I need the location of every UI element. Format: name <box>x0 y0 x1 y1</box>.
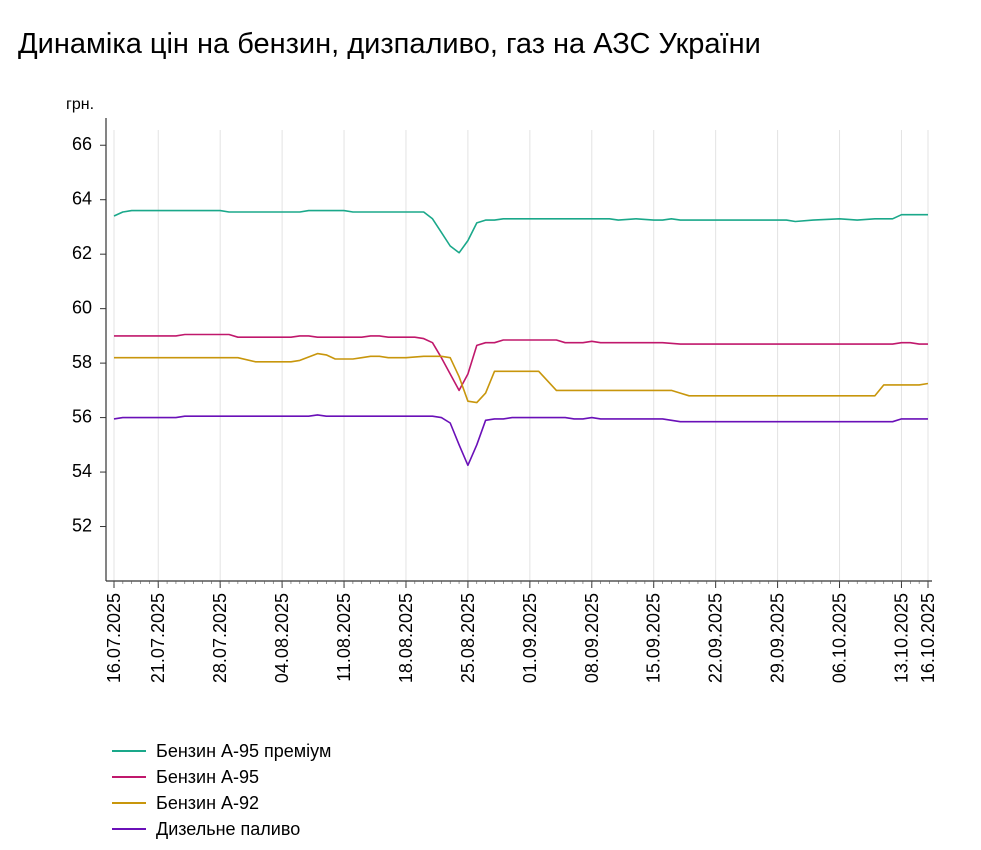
x-tick-label: 28.07.2025 <box>210 593 230 683</box>
x-tick-label: 18.08.2025 <box>396 593 416 683</box>
y-tick-label: 64 <box>72 188 92 208</box>
y-tick-label: 52 <box>72 515 92 535</box>
x-tick-label: 01.09.2025 <box>520 593 540 683</box>
y-tick-label: 54 <box>72 461 92 481</box>
x-axis: 16.07.2025 21.07.2025 28.07.2025 04.08.2025… <box>104 580 938 683</box>
vertical-grid-lines <box>113 130 929 581</box>
legend-label: Бензин А-95 преміум <box>156 740 332 761</box>
x-tick-label: 25.08.2025 <box>458 593 478 683</box>
legend-swatch <box>112 750 146 752</box>
series-line <box>114 333 928 392</box>
x-tick-label: 04.08.2025 <box>272 593 292 683</box>
chart-title: Динаміка цін на бензин, дизпаливо, газ н… <box>18 28 761 60</box>
y-tick-label: 62 <box>72 243 92 263</box>
legend-swatch <box>112 828 146 830</box>
x-tick-label: 29.09.2025 <box>768 593 788 683</box>
legend-item[interactable]: Дизельне паливо <box>112 816 331 842</box>
series-line <box>113 414 928 467</box>
series-lines <box>113 209 929 467</box>
x-tick-label: 11.08.2025 <box>334 593 354 682</box>
x-tick-label: 16.10.2025 <box>918 593 938 683</box>
x-tick-label: 22.09.2025 <box>706 593 726 683</box>
x-tick-label: 16.07.2025 <box>104 593 124 683</box>
y-tick-label: 66 <box>72 134 92 154</box>
legend-label: Бензин А-92 <box>156 792 260 813</box>
legend-swatch <box>112 776 146 778</box>
legend-label: Бензин А-95 <box>156 766 260 787</box>
x-tick-label: 15.09.2025 <box>644 593 664 683</box>
x-tick-label: 06.10.2025 <box>830 593 850 683</box>
x-tick-label: 13.10.2025 <box>891 593 911 683</box>
series-line <box>113 209 928 254</box>
x-tick-label: 21.07.2025 <box>148 593 168 683</box>
y-tick-label: 56 <box>72 406 92 426</box>
legend-item[interactable]: Бензин А-92 <box>112 790 331 816</box>
series-line <box>114 352 929 404</box>
y-tick-label: 60 <box>72 297 92 317</box>
y-axis: 52 54 56 58 60 62 64 66 <box>72 118 107 581</box>
legend-swatch <box>112 802 146 804</box>
x-tick-label: 08.09.2025 <box>582 593 602 683</box>
legend-label: Дизельне паливо <box>156 818 301 839</box>
y-axis-unit-label: грн. <box>66 96 94 113</box>
legend-item[interactable]: Бензин А-95 преміум <box>112 738 331 764</box>
legend-item[interactable]: Бензин А-95 <box>112 764 331 790</box>
y-tick-label: 58 <box>72 352 92 372</box>
legend: Бензин А-95 преміум Бензин А-95 Бензин А-9… <box>112 738 331 842</box>
